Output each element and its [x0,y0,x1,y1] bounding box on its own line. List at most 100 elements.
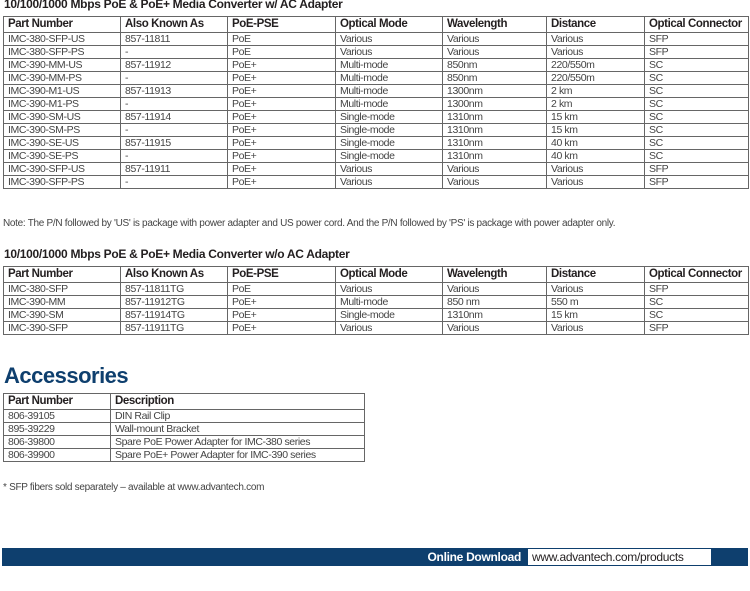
table-cell: Various [442,45,547,59]
column-header: PoE-PSE [227,16,336,33]
table-cell: Various [442,32,547,46]
column-header: Distance [546,16,645,33]
table-row: IMC-390-SFP-PS - PoE+ Various Various Various… [3,175,749,189]
table-cell: IMC-390-SFP-US [3,162,121,176]
table-row: IMC-390-SM-US 857-11914 PoE+ Single-mode 131… [3,110,749,124]
table-cell: 15 km [546,308,645,322]
table-cell: PoE+ [227,175,336,189]
table-cell: Various [546,282,645,296]
table-cell: 40 km [546,136,645,150]
table-cell: Various [442,282,547,296]
table-cell: SFP [644,175,749,189]
table-cell: Various [442,321,547,335]
table-cell: SC [644,308,749,322]
table-cell: 857-11911 [120,162,228,176]
column-header: Optical Connector [644,16,749,33]
table-cell: 806-39900 [3,448,111,462]
table-cell: SFP [644,321,749,335]
column-header: Optical Connector [644,266,749,283]
section1-title: 10/100/1000 Mbps PoE & PoE+ Media Conver… [4,0,343,11]
table-cell: Multi-mode [335,84,443,98]
table-row: IMC-390-MM-US 857-11912 PoE+ Multi-mode 850n… [3,58,749,72]
table-cell: 857-11913 [120,84,228,98]
column-header: Also Known As [120,16,228,33]
table-cell: Single-mode [335,149,443,163]
table-cell: 857-11811TG [120,282,228,296]
table-cell: Single-mode [335,110,443,124]
table-cell: SC [644,136,749,150]
table-cell: Various [335,321,443,335]
table-cell: IMC-390-MM-PS [3,71,121,85]
table-cell: 857-11912 [120,58,228,72]
column-header: Optical Mode [335,266,443,283]
table-row: IMC-390-SE-PS - PoE+ Single-mode 1310nm 40 km… [3,149,749,163]
table-cell: SFP [644,45,749,59]
table-cell: 220/550m [546,58,645,72]
table-cell: SC [644,295,749,309]
table-cell: SFP [644,162,749,176]
table-cell: Multi-mode [335,295,443,309]
table-cell: Various [546,32,645,46]
accessories-table: Part Number Description 806-39105 DIN Rail … [3,393,365,462]
table-cell: Various [442,162,547,176]
table-cell: Multi-mode [335,58,443,72]
table-cell: Various [546,175,645,189]
table-cell: Spare PoE Power Adapter for IMC-380 seri… [110,435,365,449]
table-row: IMC-380-SFP 857-11811TG PoE Various Various V… [3,282,749,296]
table-cell: 850 nm [442,295,547,309]
table-cell: PoE+ [227,110,336,124]
column-header: Part Number [3,393,111,410]
table-cell: Various [335,162,443,176]
table-row: 806-39900 Spare PoE+ Power Adapter for IM… [3,448,365,462]
table-cell: SC [644,149,749,163]
table-cell: IMC-380-SFP [3,282,121,296]
table-cell: 857-11914 [120,110,228,124]
table-note: Note: The P/N followed by 'US' is packag… [3,218,616,229]
table-cell: - [120,97,228,111]
table-cell: PoE+ [227,308,336,322]
table-cell: Various [335,45,443,59]
table-cell: PoE+ [227,123,336,137]
sfp-footnote: * SFP fibers sold separately – available… [3,482,265,493]
table-cell: SC [644,58,749,72]
table-cell: 857-11912TG [120,295,228,309]
table-cell: PoE+ [227,71,336,85]
download-url-link[interactable]: www.advantech.com/products [528,549,711,565]
table-cell: SC [644,123,749,137]
table-cell: 1310nm [442,308,547,322]
table-cell: Single-mode [335,308,443,322]
table-cell: Various [335,175,443,189]
footer-bar: Online Download www.advantech.com/produc… [2,548,748,566]
table-cell: 857-11911TG [120,321,228,335]
table-cell: PoE+ [227,58,336,72]
table-cell: 1300nm [442,97,547,111]
table-cell: Multi-mode [335,97,443,111]
column-header: Part Number [3,266,121,283]
table-cell: Wall-mount Bracket [110,422,365,436]
table-cell: PoE+ [227,149,336,163]
table-cell: 1310nm [442,136,547,150]
table-cell: Spare PoE+ Power Adapter for IMC-390 ser… [110,448,365,462]
header-row: Part Number Description [3,393,365,410]
table-row: 895-39229 Wall-mount Bracket [3,422,365,436]
table-cell: SFP [644,32,749,46]
table-cell: Various [546,45,645,59]
online-download-label: Online Download [427,550,522,564]
table-cell: 850nm [442,71,547,85]
table-cell: 857-11914TG [120,308,228,322]
table-row: IMC-390-MM 857-11912TG PoE+ Multi-mode 850 n… [3,295,749,309]
table-cell: SC [644,84,749,98]
column-header: Optical Mode [335,16,443,33]
table-cell: IMC-380-SFP-US [3,32,121,46]
column-header: Also Known As [120,266,228,283]
table-cell: SFP [644,282,749,296]
table-cell: IMC-390-M1-PS [3,97,121,111]
table-row: IMC-390-SFP 857-11911TG PoE+ Various Various… [3,321,749,335]
table-cell: 220/550m [546,71,645,85]
table-cell: IMC-390-M1-US [3,84,121,98]
table-row: IMC-390-MM-PS - PoE+ Multi-mode 850nm 220/550… [3,71,749,85]
table-cell: - [120,71,228,85]
column-header: Wavelength [442,266,547,283]
table-cell: IMC-390-MM-US [3,58,121,72]
table-cell: Various [546,321,645,335]
